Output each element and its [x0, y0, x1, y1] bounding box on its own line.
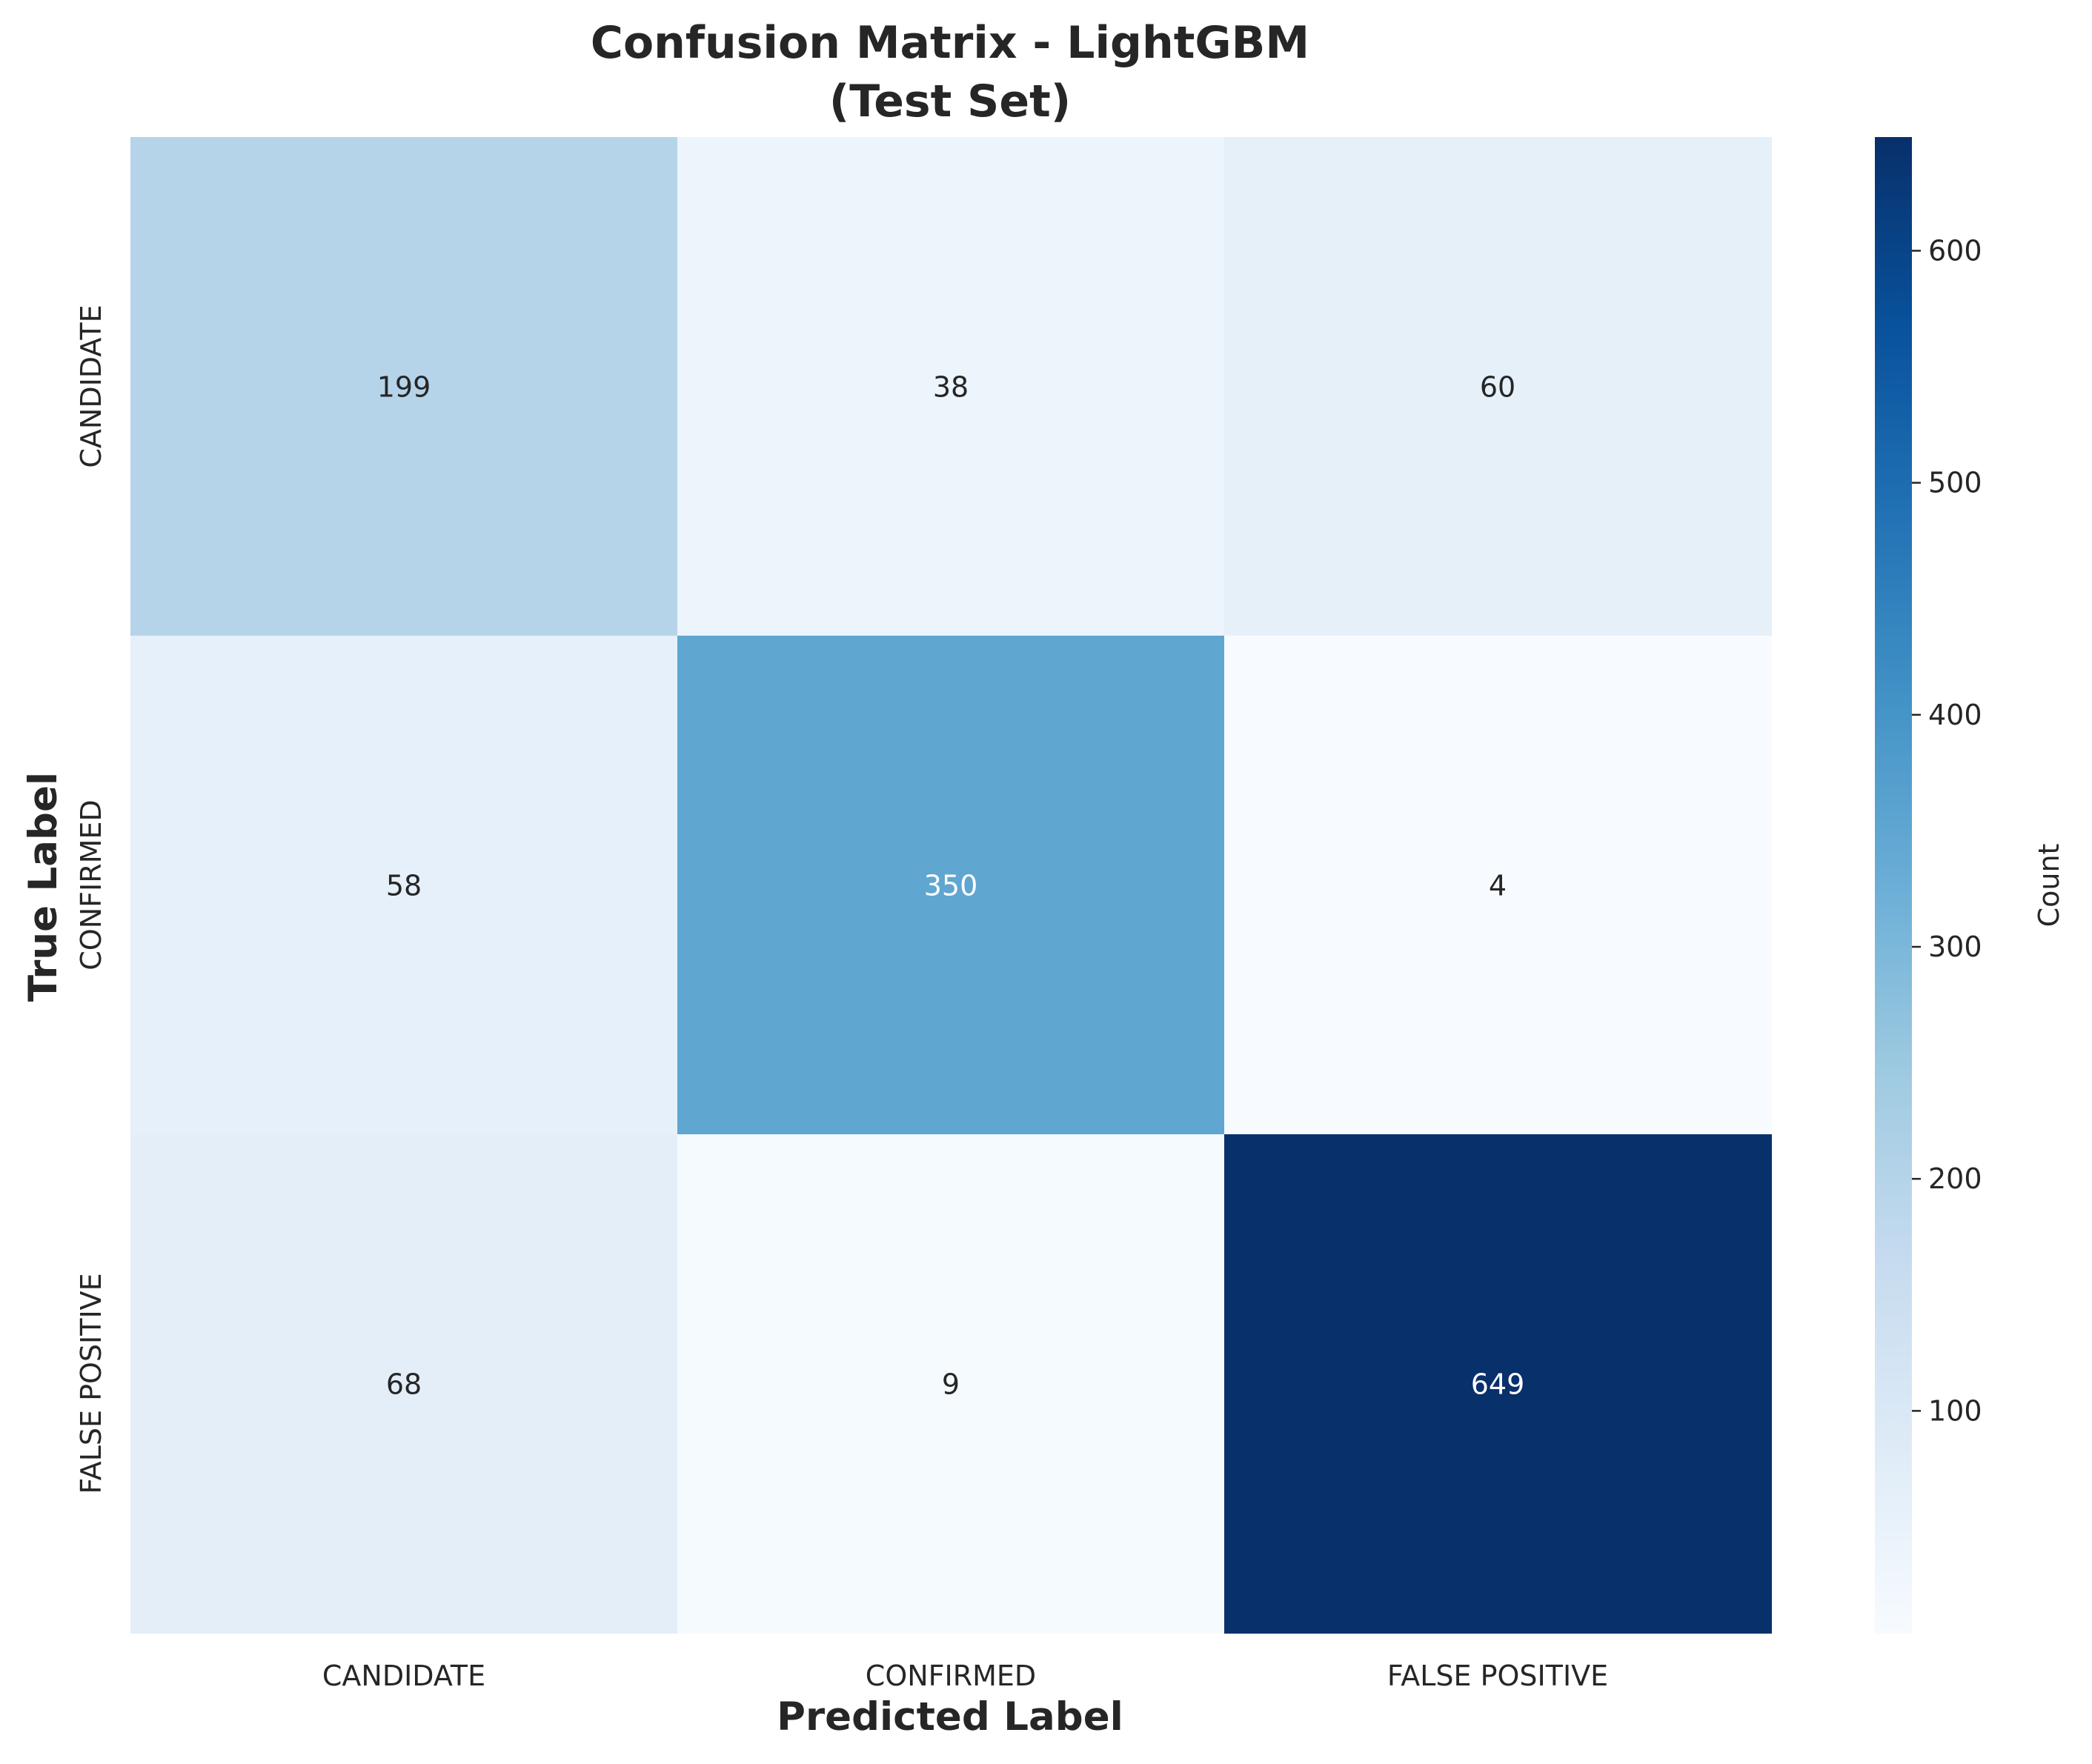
cell-value-label: 9	[942, 1368, 960, 1401]
cell-value-label: 199	[377, 371, 431, 404]
x-tick-label: CONFIRMED	[866, 1660, 1036, 1692]
colorbar-tick-label: 100	[1928, 1394, 1982, 1427]
heatmap-cell	[1224, 636, 1772, 1135]
cell-value-label: 4	[1489, 870, 1507, 902]
cell-value-label: 649	[1471, 1368, 1525, 1401]
colorbar	[1875, 137, 1912, 1634]
cell-value-label: 350	[924, 870, 978, 902]
heatmap-cell	[677, 636, 1225, 1135]
x-axis-title: Predicted Label	[777, 1694, 1123, 1740]
colorbar-ticks: 100 200 300 400 500 600	[1912, 234, 1982, 1427]
heatmap-cell	[130, 137, 678, 636]
y-tick-label: CANDIDATE	[75, 304, 107, 467]
cell-value-label: 60	[1480, 371, 1515, 404]
heatmap-cells: 199 38 60 58 350 4 68 9 649	[130, 137, 1772, 1634]
cell-value-label: 58	[386, 870, 422, 902]
heatmap-cell	[1224, 137, 1772, 636]
colorbar-tick-label: 200	[1928, 1162, 1982, 1195]
heatmap-cell	[677, 137, 1225, 636]
heatmap-cell	[677, 1134, 1225, 1634]
heatmap-cell	[130, 636, 678, 1135]
colorbar-label: Count	[2033, 844, 2065, 928]
chart-title: Confusion Matrix - LightGBM	[591, 17, 1309, 69]
colorbar-tick-label: 400	[1928, 699, 1982, 731]
y-tick-label: CONFIRMED	[75, 799, 107, 970]
colorbar-tick-label: 300	[1928, 931, 1982, 963]
x-tick-label: CANDIDATE	[322, 1660, 485, 1692]
colorbar-tick-label: 500	[1928, 467, 1982, 499]
cell-value-label: 38	[933, 371, 969, 404]
y-tick-label: FALSE POSITIVE	[75, 1273, 107, 1494]
chart-subtitle: (Test Set)	[829, 76, 1071, 127]
heatmap-cell	[130, 1134, 678, 1634]
colorbar-tick-label: 600	[1928, 234, 1982, 267]
y-tick-labels: CANDIDATE CONFIRMED FALSE POSITIVE	[75, 304, 107, 1494]
x-tick-label: FALSE POSITIVE	[1387, 1660, 1608, 1692]
cell-value-label: 68	[386, 1368, 422, 1401]
heatmap-cell	[1224, 1134, 1772, 1634]
x-tick-labels: CANDIDATE CONFIRMED FALSE POSITIVE	[322, 1660, 1608, 1692]
y-axis-title: True Label	[21, 772, 66, 1002]
